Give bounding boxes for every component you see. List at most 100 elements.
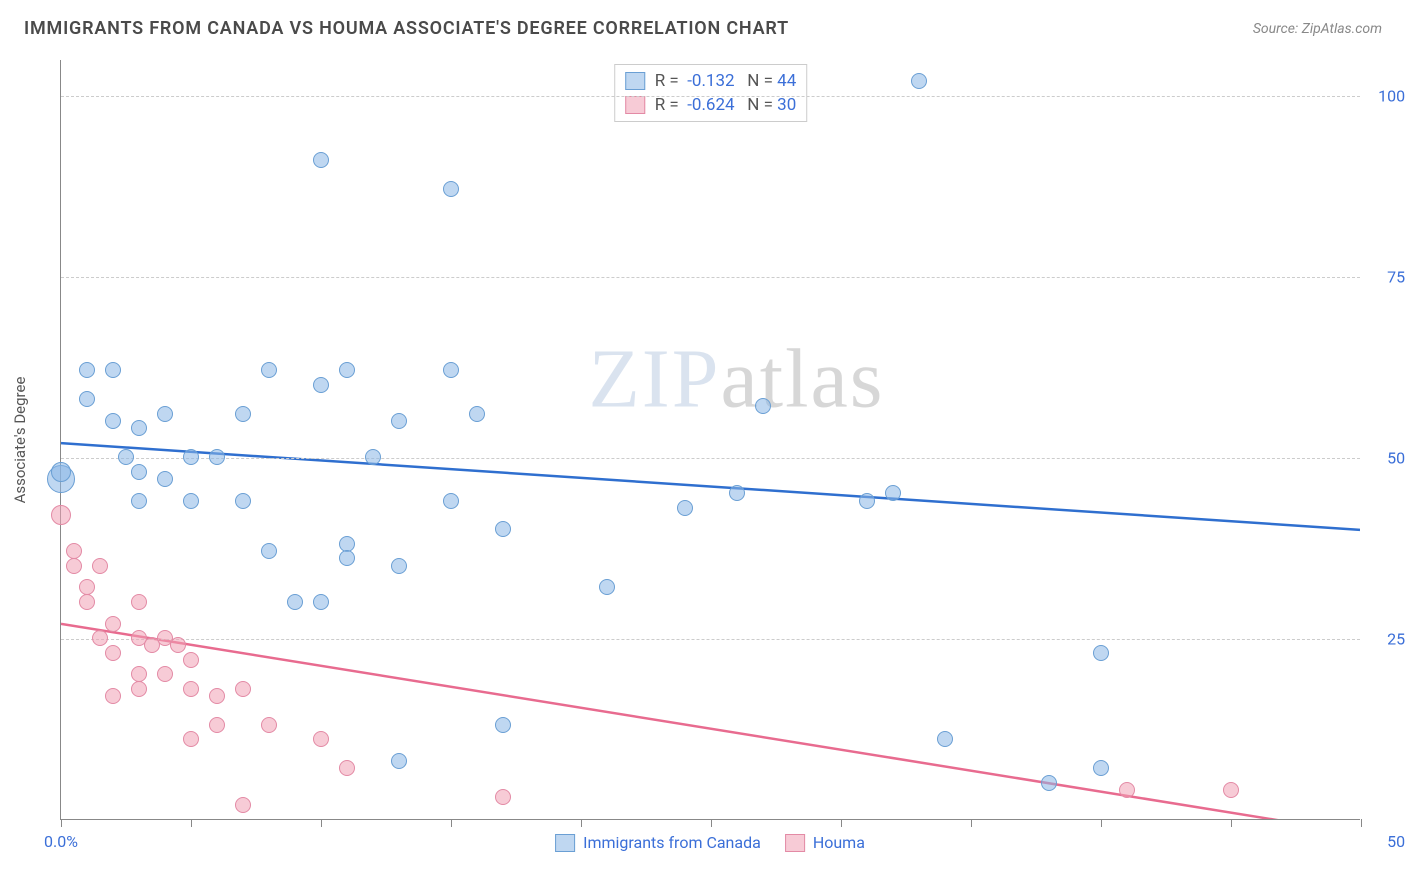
scatter-point: [1041, 775, 1057, 791]
legend-correlation-row: R = -0.132 N = 44: [625, 69, 797, 93]
scatter-point: [729, 485, 745, 501]
x-tick: [321, 819, 322, 827]
x-tick: [971, 819, 972, 827]
scatter-point: [92, 558, 108, 574]
scatter-point: [313, 152, 329, 168]
x-tick-label: 0.0%: [44, 832, 78, 851]
scatter-point: [157, 471, 173, 487]
scatter-point: [92, 630, 108, 646]
scatter-point: [339, 550, 355, 566]
scatter-point: [209, 449, 225, 465]
x-tick-label: 50.0%: [1387, 832, 1406, 851]
chart-header: IMMIGRANTS FROM CANADA VS HOUMA ASSOCIAT…: [24, 18, 1382, 39]
scatter-point: [79, 594, 95, 610]
scatter-point: [51, 462, 71, 482]
scatter-point: [911, 73, 927, 89]
scatter-point: [755, 398, 771, 414]
scatter-point: [131, 681, 147, 697]
scatter-point: [677, 500, 693, 516]
scatter-point: [105, 616, 121, 632]
scatter-point: [118, 449, 134, 465]
scatter-point: [391, 413, 407, 429]
scatter-point: [235, 493, 251, 509]
scatter-point: [313, 594, 329, 610]
scatter-point: [495, 521, 511, 537]
scatter-point: [1093, 645, 1109, 661]
scatter-point: [183, 493, 199, 509]
gridline-horizontal: [61, 639, 1360, 640]
x-tick: [451, 819, 452, 827]
scatter-point: [885, 485, 901, 501]
legend-series: Immigrants from CanadaHouma: [555, 833, 865, 852]
scatter-point: [937, 731, 953, 747]
gridline-horizontal: [61, 96, 1360, 97]
scatter-point: [131, 464, 147, 480]
scatter-point: [235, 406, 251, 422]
scatter-point: [1223, 782, 1239, 798]
scatter-point: [313, 377, 329, 393]
x-tick: [841, 819, 842, 827]
y-tick-label: 75.0%: [1387, 268, 1406, 287]
gridline-horizontal: [61, 277, 1360, 278]
scatter-point: [131, 594, 147, 610]
scatter-point: [443, 181, 459, 197]
scatter-point: [1093, 760, 1109, 776]
y-tick-label: 25.0%: [1387, 630, 1406, 649]
scatter-point: [495, 789, 511, 805]
scatter-point: [183, 449, 199, 465]
scatter-point: [66, 558, 82, 574]
y-axis-label: Associate's Degree: [11, 377, 29, 504]
watermark-part2: atlas: [721, 332, 885, 425]
scatter-point: [79, 362, 95, 378]
scatter-point: [209, 688, 225, 704]
scatter-point: [443, 493, 459, 509]
scatter-point: [170, 637, 186, 653]
scatter-point: [261, 543, 277, 559]
legend-swatch: [555, 834, 575, 852]
scatter-point: [495, 717, 511, 733]
x-tick: [191, 819, 192, 827]
scatter-point: [443, 362, 459, 378]
y-tick-label: 50.0%: [1387, 449, 1406, 468]
x-tick: [581, 819, 582, 827]
scatter-point: [235, 797, 251, 813]
scatter-point: [157, 406, 173, 422]
scatter-point: [105, 413, 121, 429]
watermark: ZIPatlas: [589, 330, 885, 427]
scatter-point: [859, 493, 875, 509]
x-tick: [1101, 819, 1102, 827]
plot-region: ZIPatlas R = -0.132 N = 44R = -0.624 N =…: [60, 60, 1360, 820]
x-tick: [711, 819, 712, 827]
legend-swatch: [625, 72, 645, 90]
scatter-point: [235, 681, 251, 697]
x-tick: [1361, 819, 1362, 827]
scatter-point: [339, 362, 355, 378]
scatter-point: [79, 391, 95, 407]
scatter-point: [391, 558, 407, 574]
scatter-point: [313, 731, 329, 747]
legend-series-item: Immigrants from Canada: [555, 833, 761, 852]
chart-title: IMMIGRANTS FROM CANADA VS HOUMA ASSOCIAT…: [24, 18, 789, 39]
scatter-point: [51, 505, 71, 525]
x-tick: [61, 819, 62, 827]
scatter-point: [105, 362, 121, 378]
y-tick-label: 100.0%: [1378, 87, 1406, 106]
scatter-point: [209, 717, 225, 733]
scatter-point: [469, 406, 485, 422]
watermark-part1: ZIP: [589, 332, 721, 425]
scatter-point: [287, 594, 303, 610]
scatter-point: [261, 362, 277, 378]
trend-lines: [61, 60, 1360, 819]
scatter-point: [1119, 782, 1135, 798]
scatter-point: [339, 760, 355, 776]
scatter-point: [599, 579, 615, 595]
legend-swatch: [625, 96, 645, 114]
scatter-point: [183, 652, 199, 668]
scatter-point: [131, 420, 147, 436]
gridline-horizontal: [61, 458, 1360, 459]
x-tick: [1231, 819, 1232, 827]
scatter-point: [105, 645, 121, 661]
legend-series-label: Immigrants from Canada: [583, 833, 761, 852]
legend-swatch: [785, 834, 805, 852]
legend-correlation: R = -0.132 N = 44R = -0.624 N = 30: [614, 64, 808, 122]
